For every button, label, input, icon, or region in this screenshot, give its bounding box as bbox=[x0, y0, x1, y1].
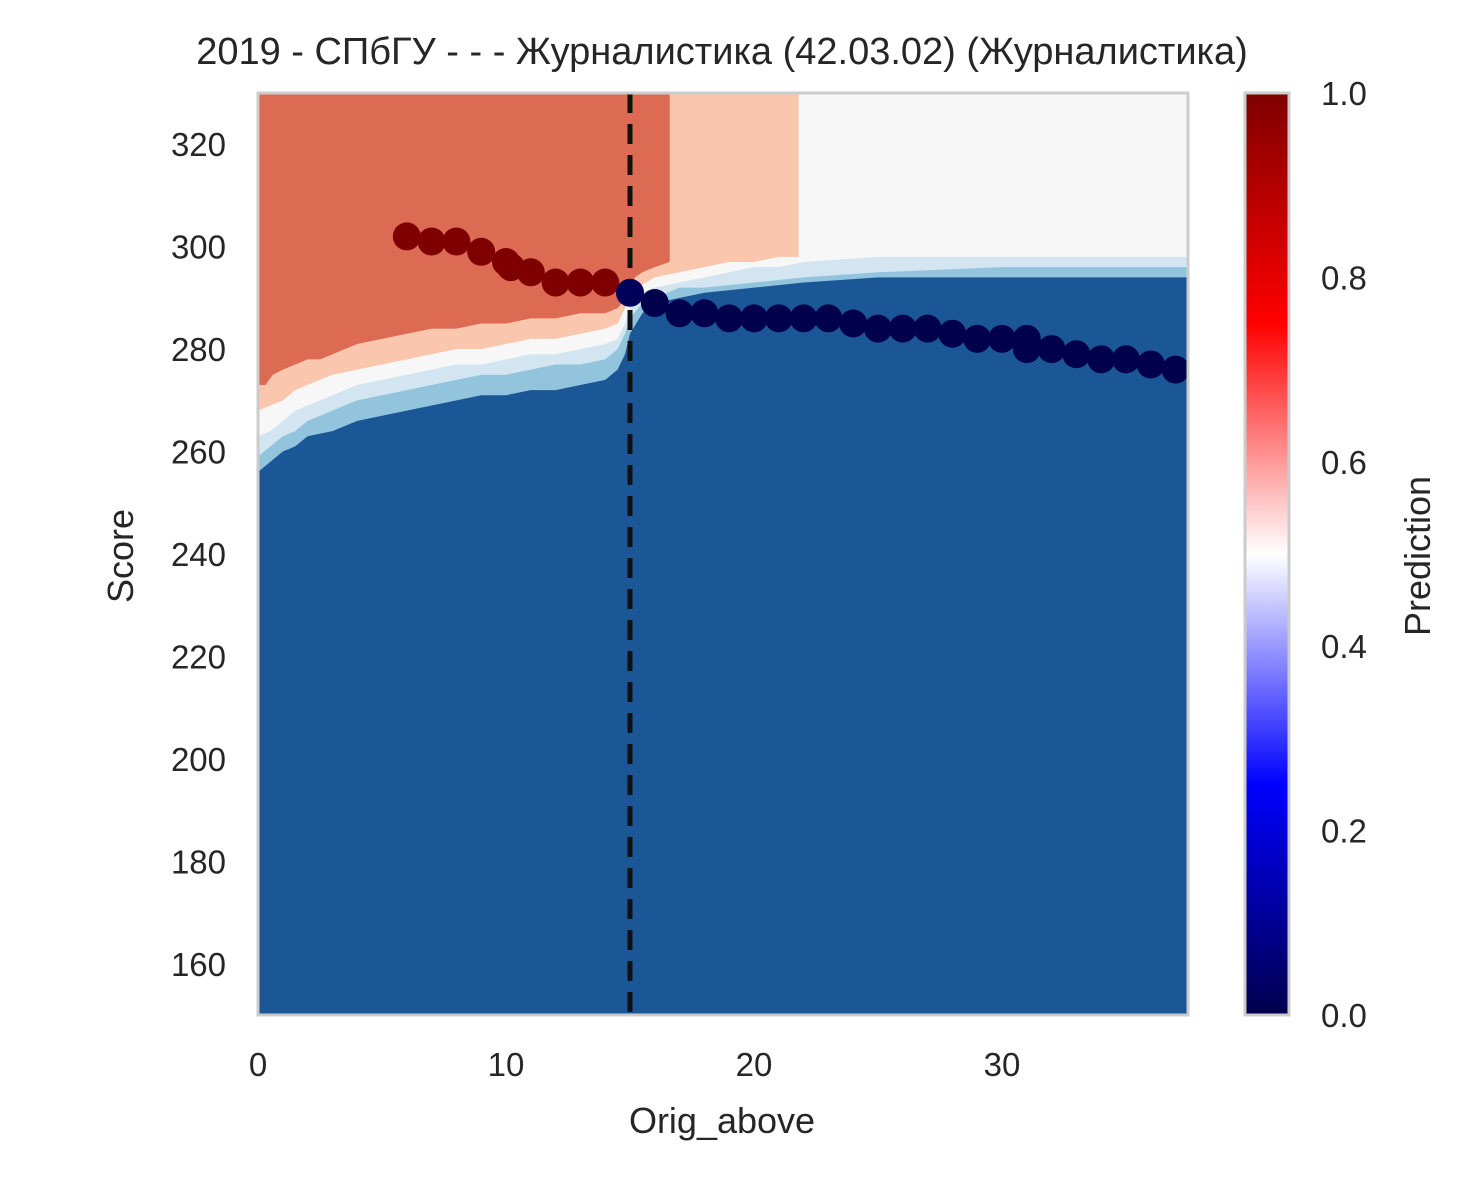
scatter-point bbox=[888, 314, 917, 343]
x-tick-label: 0 bbox=[249, 1046, 267, 1083]
scatter-point bbox=[1136, 350, 1165, 379]
scatter-point bbox=[665, 299, 694, 328]
scatter-point bbox=[938, 319, 967, 348]
x-tick-label: 30 bbox=[984, 1046, 1021, 1083]
chart-title: 2019 - СПбГУ - - - Журналистика (42.03.0… bbox=[196, 31, 1248, 73]
scatter-point bbox=[640, 289, 669, 318]
contour-fills bbox=[258, 93, 1188, 1015]
scatter-point bbox=[442, 227, 471, 256]
scatter-point bbox=[616, 278, 644, 307]
scatter-point bbox=[1112, 345, 1140, 374]
scatter-point bbox=[417, 227, 446, 256]
colorbar-tick-label: 0.2 bbox=[1321, 813, 1367, 850]
colorbar: 0.0 0.2 0.4 0.6 0.8 1.0 Prediction bbox=[1243, 75, 1438, 1034]
colorbar-tick-label: 1.0 bbox=[1321, 75, 1367, 112]
scatter-point bbox=[591, 268, 620, 297]
scatter-points bbox=[392, 222, 1188, 384]
scatter-point bbox=[839, 309, 868, 338]
y-tick-label: 240 bbox=[171, 536, 226, 573]
scatter-point bbox=[690, 299, 719, 328]
plot-frame bbox=[256, 91, 1190, 1017]
y-tick-label: 300 bbox=[171, 229, 226, 266]
scatter-point bbox=[1012, 335, 1041, 364]
scatter-point bbox=[814, 304, 843, 333]
y-axis-label: Score bbox=[100, 509, 141, 603]
y-tick-label: 160 bbox=[171, 946, 226, 983]
x-tick-label: 20 bbox=[736, 1046, 773, 1083]
y-tick-label: 220 bbox=[171, 638, 226, 675]
colorbar-tick-label: 0.6 bbox=[1321, 444, 1367, 481]
y-tick-label: 200 bbox=[171, 741, 226, 778]
contour-region-0.85 bbox=[258, 93, 1188, 385]
y-tick-label: 320 bbox=[171, 126, 226, 163]
scatter-point bbox=[1161, 355, 1188, 384]
scatter-point bbox=[740, 304, 768, 333]
y-tick-label: 180 bbox=[171, 843, 226, 880]
scatter-point bbox=[988, 324, 1016, 353]
x-axis-ticks: 0 10 20 30 bbox=[249, 1046, 1021, 1083]
colorbar-tick-label: 0.8 bbox=[1321, 259, 1367, 296]
scatter-point bbox=[764, 304, 793, 333]
colorbar-label: Prediction bbox=[1397, 476, 1438, 636]
scatter-point bbox=[541, 268, 570, 297]
scatter-point bbox=[864, 314, 892, 343]
x-tick-label: 10 bbox=[488, 1046, 525, 1083]
scatter-point bbox=[1037, 335, 1066, 364]
colorbar-tick-label: 0.0 bbox=[1321, 997, 1367, 1034]
scatter-point bbox=[913, 314, 942, 343]
scatter-point bbox=[1087, 345, 1116, 374]
scatter-point bbox=[715, 304, 744, 333]
colorbar-gradient bbox=[1243, 91, 1291, 1017]
y-tick-label: 280 bbox=[171, 331, 226, 368]
colorbar-ticks: 0.0 0.2 0.4 0.6 0.8 1.0 bbox=[1321, 75, 1367, 1034]
scatter-point bbox=[467, 237, 496, 266]
scatter-point bbox=[963, 324, 992, 353]
y-axis-ticks: 160 180 200 220 240 260 280 300 320 bbox=[171, 126, 226, 983]
scatter-point bbox=[566, 268, 595, 297]
plot-area bbox=[256, 91, 1190, 1017]
y-tick-label: 260 bbox=[171, 434, 226, 471]
x-axis-label: Orig_above bbox=[629, 1100, 815, 1141]
scatter-point bbox=[789, 304, 818, 333]
scatter-point bbox=[392, 222, 421, 251]
scatter-point bbox=[1062, 340, 1091, 369]
colorbar-tick-label: 0.4 bbox=[1321, 628, 1367, 665]
scatter-point bbox=[516, 258, 545, 287]
